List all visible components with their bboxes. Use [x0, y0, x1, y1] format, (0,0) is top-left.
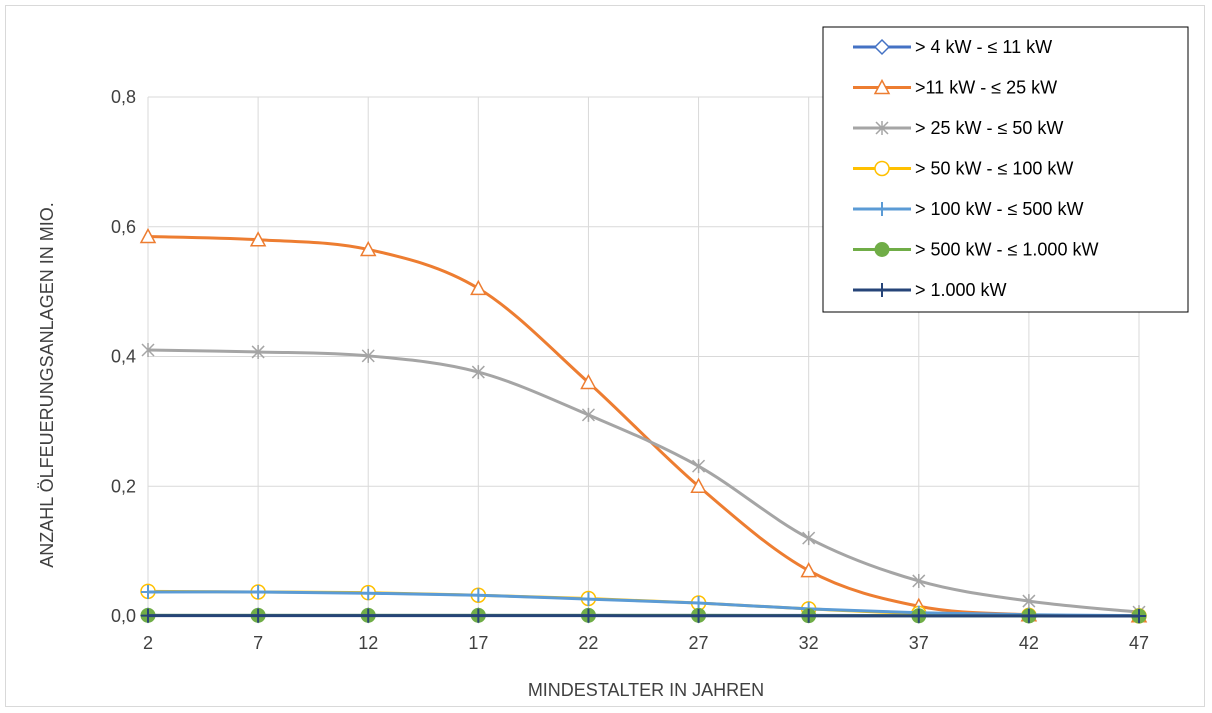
data-point — [361, 348, 375, 363]
y-axis-title: ANZAHL ÖLFEUERUNGSANLAGEN IN MIO. — [37, 202, 57, 567]
legend-marker — [873, 38, 891, 56]
legend-item: > 50 kW - ≤ 100 kW — [853, 159, 1073, 179]
legend: > 4 kW - ≤ 11 kW >11 kW - ≤ 25 kW > 25 kW … — [822, 26, 1189, 313]
data-point — [691, 608, 706, 623]
y-tick-label: 0,8 — [111, 87, 136, 107]
legend-label: > 1.000 kW — [915, 280, 1007, 300]
legend-label: > 50 kW - ≤ 100 kW — [915, 159, 1073, 179]
legend-marker — [875, 121, 889, 135]
data-point — [580, 373, 597, 390]
x-axis-title: MINDESTALTER IN JAHREN — [528, 680, 764, 700]
data-point — [581, 407, 595, 422]
legend-item: > 4 kW - ≤ 11 kW — [853, 37, 1052, 57]
x-tick-label: 27 — [689, 633, 709, 653]
series-7 — [141, 608, 1146, 623]
legend-item: > 100 kW - ≤ 500 kW — [853, 199, 1083, 219]
data-point — [800, 562, 817, 578]
series-line — [147, 348, 1140, 614]
data-point — [802, 531, 816, 546]
x-tick-label: 17 — [468, 633, 488, 653]
legend-item: > 500 kW - ≤ 1.000 kW — [853, 240, 1098, 260]
data-point — [581, 608, 596, 623]
x-axis-ticks: 2 7 12 17 22 27 32 37 42 47 — [143, 633, 1149, 653]
y-tick-label: 0,4 — [111, 347, 136, 367]
data-point — [581, 592, 596, 607]
legend-marker — [875, 202, 889, 216]
data-point — [1132, 609, 1146, 623]
x-tick-label: 22 — [578, 633, 598, 653]
legend-item: >11 kW - ≤ 25 kW — [853, 78, 1057, 98]
series-line — [147, 590, 1140, 618]
legend-marker — [874, 242, 890, 257]
data-point — [141, 608, 155, 623]
data-point — [471, 588, 486, 603]
x-tick-label: 37 — [909, 633, 929, 653]
y-tick-label: 0,2 — [111, 476, 136, 496]
legend-marker — [875, 283, 889, 297]
data-point — [359, 240, 377, 257]
data-point — [251, 344, 265, 359]
legend-label: > 500 kW - ≤ 1.000 kW — [915, 240, 1098, 260]
data-point — [801, 608, 816, 623]
data-point — [470, 279, 487, 296]
y-tick-label: 0,6 — [111, 217, 136, 237]
data-point — [141, 584, 155, 599]
data-point — [1022, 594, 1036, 609]
legend-marker — [873, 78, 891, 95]
legend-label: > 25 kW - ≤ 50 kW — [915, 118, 1063, 138]
data-point — [912, 573, 926, 588]
legend-item: > 1.000 kW — [853, 280, 1007, 300]
data-point — [251, 608, 266, 623]
data-point — [1021, 608, 1036, 623]
legend-label: >11 kW - ≤ 25 kW — [915, 78, 1057, 98]
legend-marker — [874, 160, 890, 177]
data-point — [471, 608, 486, 623]
y-tick-label: 0,0 — [111, 606, 136, 626]
x-tick-label: 47 — [1129, 633, 1149, 653]
series-group — [139, 227, 1148, 624]
data-point — [911, 608, 926, 623]
x-tick-label: 32 — [799, 633, 819, 653]
data-point — [361, 586, 376, 601]
data-point — [141, 343, 155, 358]
legend-label: > 100 kW - ≤ 500 kW — [915, 199, 1083, 219]
legend-item: > 25 kW - ≤ 50 kW — [853, 118, 1063, 138]
data-point — [692, 459, 706, 474]
data-point — [691, 596, 706, 611]
legend-label: > 4 kW - ≤ 11 kW — [915, 37, 1052, 57]
data-point — [361, 608, 376, 623]
series-3 — [141, 343, 1146, 620]
x-tick-label: 42 — [1019, 633, 1039, 653]
data-point — [690, 477, 707, 493]
data-point — [249, 231, 267, 247]
data-point — [139, 227, 157, 244]
data-point — [471, 365, 485, 380]
x-tick-label: 12 — [358, 633, 378, 653]
data-point — [251, 584, 266, 599]
y-axis-ticks: 0,0 0,2 0,4 0,6 0,8 — [111, 87, 136, 626]
x-tick-label: 7 — [253, 633, 263, 653]
x-tick-label: 2 — [143, 633, 153, 653]
